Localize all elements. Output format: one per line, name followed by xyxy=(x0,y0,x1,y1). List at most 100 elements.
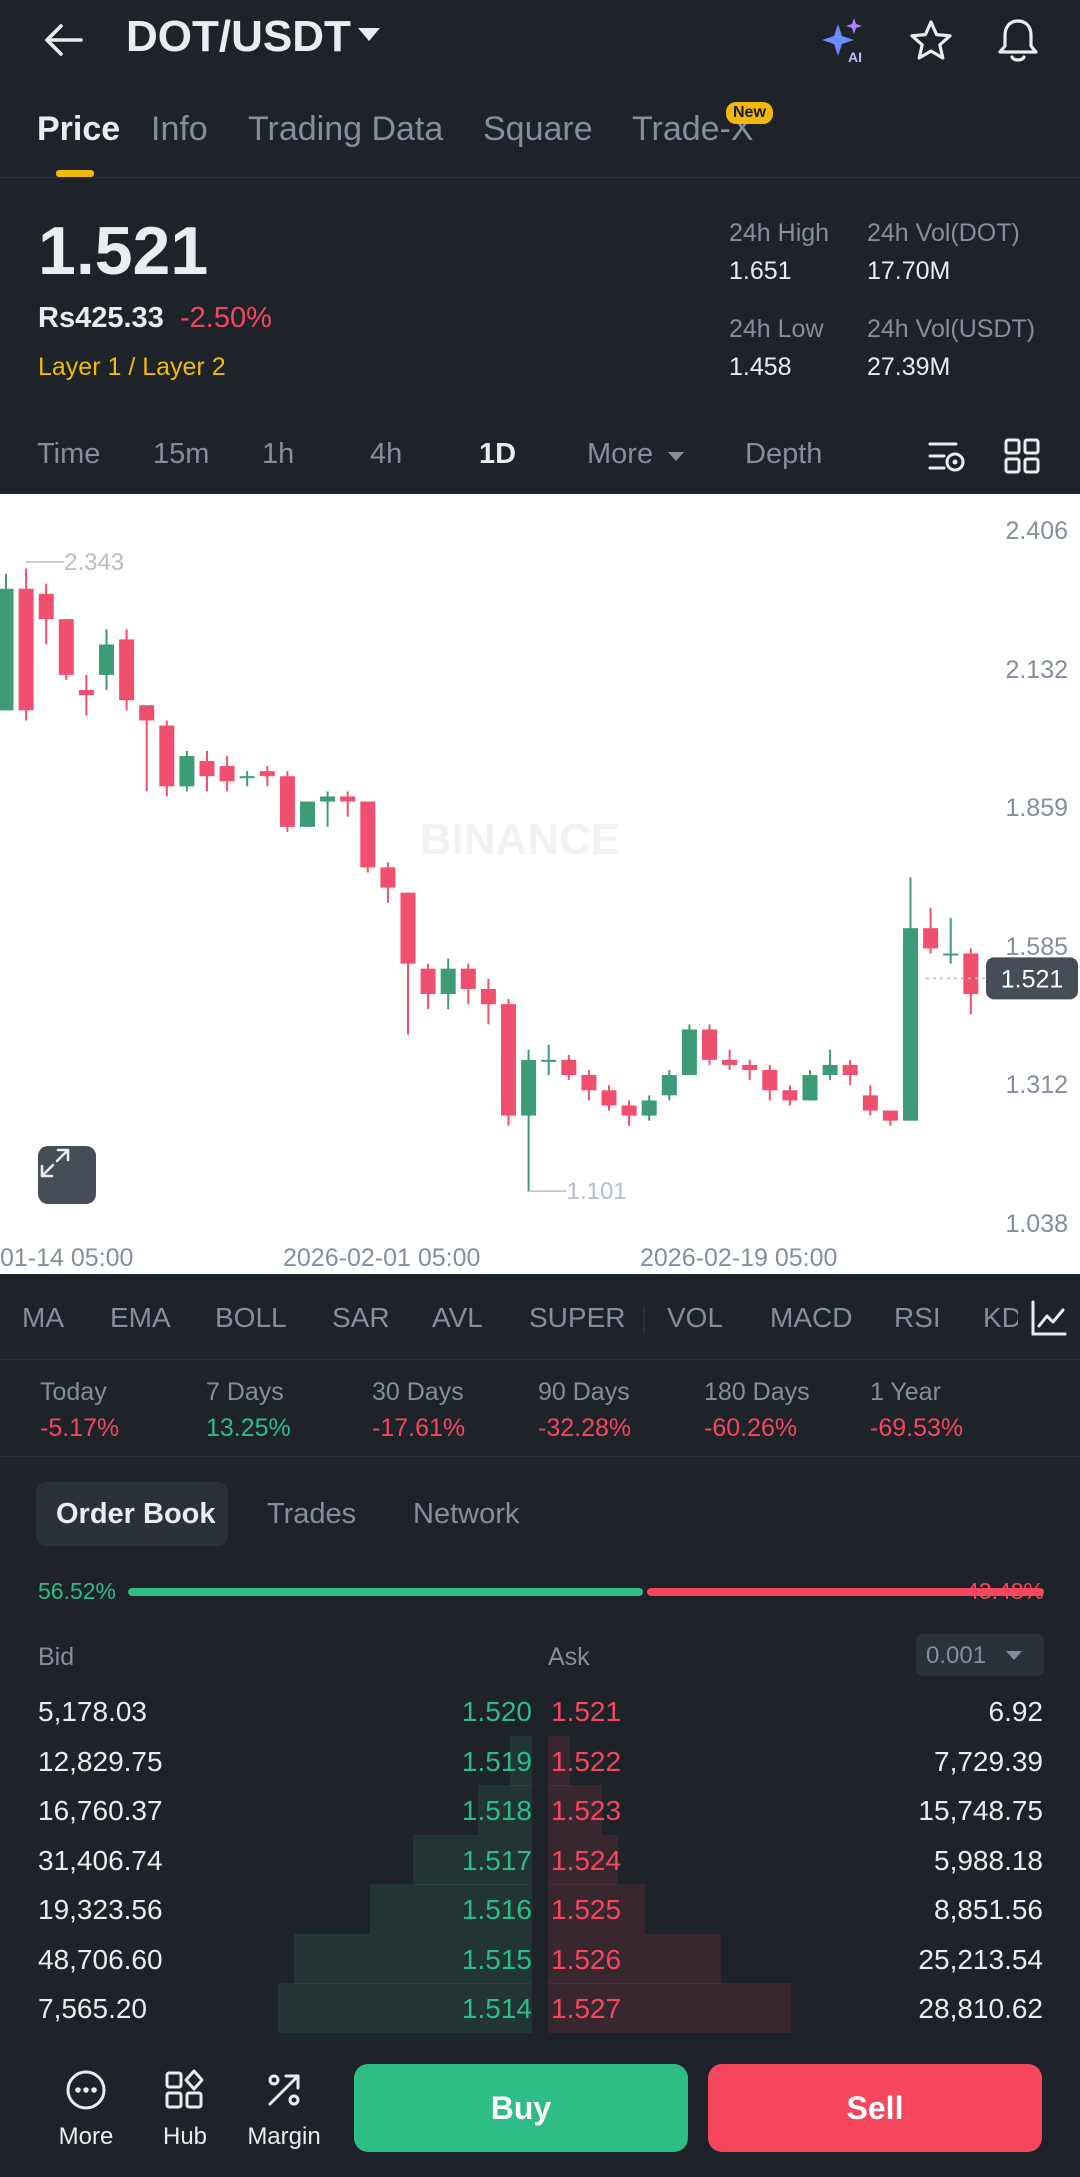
candle xyxy=(762,1064,778,1101)
indicator-avl[interactable]: AVL xyxy=(432,1302,483,1333)
indicator-ema[interactable]: EMA xyxy=(110,1302,171,1333)
nav-more[interactable]: More xyxy=(41,2068,131,2151)
ask-price: 1.524 xyxy=(551,1844,622,1876)
star-icon[interactable] xyxy=(906,16,956,66)
detail-tabs: Price Info Trading Data Square Trade-X N… xyxy=(0,100,1080,178)
ask-price: 1.521 xyxy=(551,1696,622,1727)
indicator-vol[interactable]: VOL xyxy=(667,1302,724,1333)
low-annotation: 1.101 xyxy=(567,1178,627,1205)
candle xyxy=(561,1054,577,1081)
order-book-row[interactable]: 7,565.20 1.514 1.527 28,810.62 xyxy=(0,1983,1080,2033)
candle-body xyxy=(78,690,94,696)
candle-body xyxy=(179,755,195,787)
indicator-macd[interactable]: MACD xyxy=(770,1302,853,1333)
precision-select[interactable]: 0.001 xyxy=(916,1634,1044,1676)
candle-body xyxy=(300,801,315,827)
chart-svg: BINANCE 2.406 2.132 1.859 1.585 1.312 1.038 01… xyxy=(0,517,1078,1272)
candle xyxy=(541,1044,557,1076)
more-dots-icon xyxy=(66,2070,106,2110)
order-book-row[interactable]: 5,178.03 1.520 1.521 6.92 xyxy=(0,1686,1080,1736)
expand-chart-button[interactable] xyxy=(38,1146,96,1204)
pair-dropdown-chevron-icon[interactable] xyxy=(358,28,380,41)
perf-label: 7 Days xyxy=(206,1378,284,1406)
candle xyxy=(501,999,516,1126)
more-chevron-down-icon[interactable] xyxy=(668,452,684,461)
candle xyxy=(420,963,436,1010)
interval-more[interactable]: More xyxy=(587,438,654,470)
indicator-sar[interactable]: SAR xyxy=(332,1302,390,1333)
candle xyxy=(199,750,215,792)
ask-depth-bar xyxy=(548,1785,602,1835)
perf-label: 30 Days xyxy=(372,1378,464,1406)
candle xyxy=(380,862,396,903)
candle-body xyxy=(38,593,54,620)
indicator-settings-icon[interactable] xyxy=(1018,1288,1080,1348)
interval-1d[interactable]: 1D xyxy=(479,438,517,470)
candlestick-chart[interactable]: BINANCE 2.406 2.132 1.859 1.585 1.312 1.038 01… xyxy=(0,494,1080,1274)
tab-network[interactable]: Network xyxy=(413,1498,520,1530)
indicator-rsi[interactable]: RSI xyxy=(894,1302,941,1333)
buy-ratio: 56.52% xyxy=(38,1578,117,1604)
order-book-row[interactable]: 19,323.56 1.516 1.525 8,851.56 xyxy=(0,1884,1080,1934)
interval-4h[interactable]: 4h xyxy=(370,438,403,470)
layout-grid-icon[interactable] xyxy=(1000,434,1044,478)
candle-body xyxy=(681,1029,697,1076)
indicator-boll[interactable]: BOLL xyxy=(215,1302,287,1333)
order-book-row[interactable]: 48,706.60 1.515 1.526 25,213.54 xyxy=(0,1933,1080,1984)
chart-settings-icon[interactable] xyxy=(924,434,968,478)
bid-quantity: 12,829.75 xyxy=(38,1745,163,1777)
candle xyxy=(903,877,918,1121)
tab-price[interactable]: Price xyxy=(37,110,121,148)
bid-depth-bar xyxy=(370,1884,532,1934)
sell-button[interactable]: Sell xyxy=(708,2064,1042,2152)
ask-quantity: 5,988.18 xyxy=(934,1844,1043,1876)
candle xyxy=(702,1024,717,1065)
back-arrow-icon[interactable] xyxy=(40,18,86,62)
order-book-row[interactable]: 16,760.37 1.518 1.523 15,748.75 xyxy=(0,1785,1080,1835)
interval-depth[interactable]: Depth xyxy=(745,438,823,470)
perf-label: Today xyxy=(40,1378,107,1406)
bid-price: 1.517 xyxy=(461,1844,532,1876)
low-24h-label: 24h Low xyxy=(729,315,824,343)
ai-sparkle-icon[interactable]: AI xyxy=(818,16,870,66)
order-book-row[interactable]: 12,829.75 1.519 1.522 7,729.39 xyxy=(0,1735,1080,1786)
fiat-price: Rs425.33 xyxy=(38,302,164,334)
interval-15m[interactable]: 15m xyxy=(153,438,210,470)
interval-1h[interactable]: 1h xyxy=(262,438,295,470)
candle xyxy=(440,958,456,1010)
tab-square[interactable]: Square xyxy=(483,110,593,148)
indicator-ma[interactable]: MA xyxy=(22,1302,64,1333)
candle-body xyxy=(340,796,356,802)
candle-body xyxy=(943,953,959,956)
ask-quantity: 8,851.56 xyxy=(934,1894,1043,1925)
new-badge: New xyxy=(726,102,773,124)
candle-body xyxy=(862,1095,878,1111)
ask-depth-bar xyxy=(548,1735,570,1786)
tab-order-book[interactable]: Order Book xyxy=(56,1498,216,1530)
interval-time[interactable]: Time xyxy=(37,438,101,470)
indicator-super[interactable]: SUPER xyxy=(529,1302,626,1333)
order-book-row[interactable]: 31,406.74 1.517 1.524 5,988.18 xyxy=(0,1834,1080,1885)
ask-depth-bar xyxy=(548,1983,791,2033)
tab-info[interactable]: Info xyxy=(151,110,208,148)
current-price-label: 1.521 xyxy=(1001,965,1064,993)
watermark-text: BINANCE xyxy=(420,815,620,864)
pair-title[interactable]: DOT/USDT xyxy=(126,12,351,61)
candle xyxy=(923,907,939,954)
candle xyxy=(641,1095,657,1121)
bottom-action-bar: More Hub Margin Buy Sell xyxy=(0,2040,1080,2177)
ask-quantity: 7,729.39 xyxy=(934,1745,1043,1777)
hub-grid-icon xyxy=(165,2069,204,2109)
tab-trading-data[interactable]: Trading Data xyxy=(248,110,444,148)
candle xyxy=(862,1085,878,1116)
candle-body xyxy=(239,776,255,779)
chevron-down-icon xyxy=(1006,1651,1022,1660)
tab-trades[interactable]: Trades xyxy=(267,1498,357,1530)
bell-icon[interactable] xyxy=(992,14,1044,66)
nav-margin[interactable]: Margin xyxy=(239,2068,329,2151)
sector-tag[interactable]: Layer 1 / Layer 2 xyxy=(38,353,226,381)
nav-hub[interactable]: Hub xyxy=(140,2068,230,2151)
candle-body xyxy=(621,1105,637,1116)
buy-button[interactable]: Buy xyxy=(354,2064,688,2152)
candle xyxy=(259,766,275,787)
